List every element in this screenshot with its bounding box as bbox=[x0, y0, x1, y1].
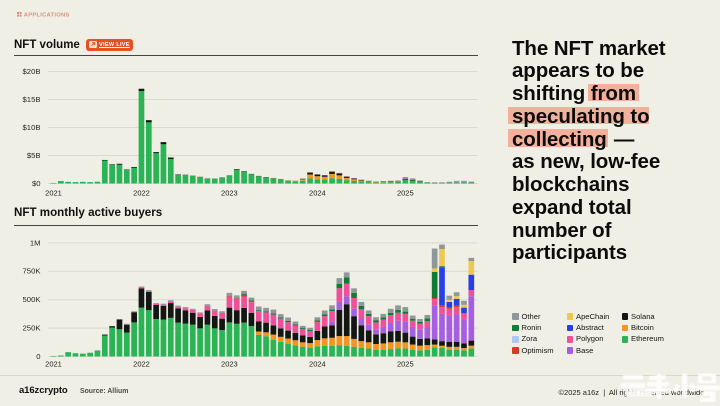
svg-text:2025: 2025 bbox=[397, 360, 414, 369]
svg-text:2024: 2024 bbox=[309, 189, 326, 198]
svg-text:$0: $0 bbox=[32, 179, 41, 188]
svg-text:500K: 500K bbox=[23, 295, 42, 304]
svg-text:2022: 2022 bbox=[133, 189, 150, 198]
svg-text:$15B: $15B bbox=[23, 95, 41, 104]
svg-text:1M: 1M bbox=[30, 238, 41, 247]
svg-text:0: 0 bbox=[36, 352, 40, 361]
svg-text:2021: 2021 bbox=[45, 360, 62, 369]
svg-text:2024: 2024 bbox=[309, 360, 326, 369]
svg-text:2023: 2023 bbox=[221, 360, 238, 369]
svg-text:2025: 2025 bbox=[397, 189, 414, 198]
svg-text:$20B: $20B bbox=[23, 67, 41, 76]
svg-text:750K: 750K bbox=[23, 267, 42, 276]
svg-text:2022: 2022 bbox=[133, 360, 150, 369]
svg-text:$5B: $5B bbox=[27, 151, 41, 160]
svg-text:$10B: $10B bbox=[23, 123, 41, 132]
svg-text:250K: 250K bbox=[23, 324, 42, 333]
svg-text:2023: 2023 bbox=[221, 189, 238, 198]
svg-text:2021: 2021 bbox=[45, 189, 62, 198]
